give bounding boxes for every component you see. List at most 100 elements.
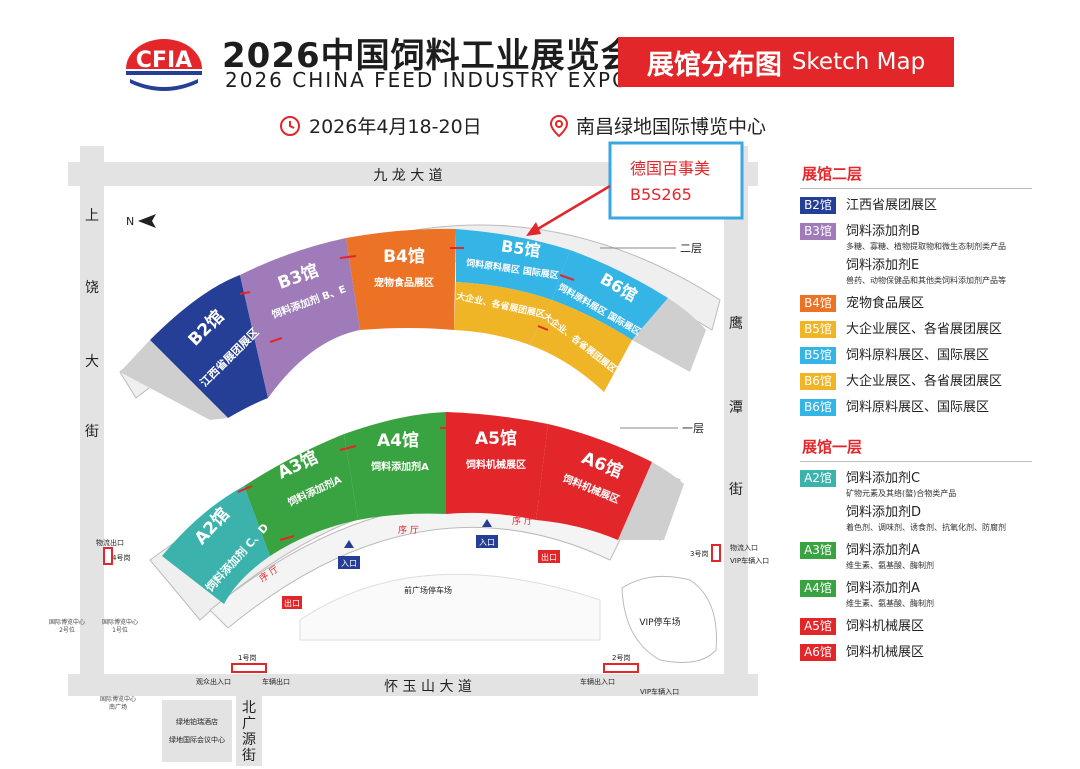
legend-subtext: 兽药、动物保健品和其他类饲料添加剂产品等 [846,276,1006,285]
hall-a6 [536,424,652,540]
hall-a4-area: 饲料添加剂A [370,460,429,473]
legend-text: 饲料添加剂A [846,543,920,558]
legend-tag: B2馆 [800,197,836,214]
road-label-west-1: 上 [85,208,99,224]
road-label-east-1: 鹰 [729,316,743,332]
road-west [80,146,104,686]
hotel-block [162,700,232,762]
legend-subtext: 着色剂、调味剂、诱食剂、抗氧化剂、防腐剂 [846,523,1006,532]
logistics-entry-label: 物流入口 [730,543,758,552]
compass-north-icon: N [126,214,156,228]
corridor-label-3: 序 厅 [512,515,533,527]
expo-a2-label: 2号位 [59,626,75,634]
legend-tag: A3馆 [800,542,836,559]
hall-a5-area: 饲料机械展区 [465,458,526,471]
booth-callout-pointer [535,184,611,232]
expo-title-cn: 2026中国饲料工业展览会 [222,36,636,76]
legend-item: B5馆 大企业展区、各省展团展区 [800,321,1032,338]
road-label-north: 九 龙 大 道 [373,168,442,184]
logistics-exit-label: 物流出口 [96,538,124,547]
vip-parking-label: VIP停车场 [639,616,680,628]
road-label-sw-1: 北 [242,700,256,716]
gate-markers [103,544,721,673]
hall-a4 [344,412,446,520]
legend-tag: B6馆 [800,399,836,416]
legend-text: 饲料添加剂A [846,581,920,596]
hall-b5-lower [454,282,552,345]
south-small-2: 南广场 [109,703,127,711]
legend-item: A5馆 饲料机械展区 [800,618,1032,635]
legend-tag: B5馆 [800,321,836,338]
hall-a5 [446,412,548,520]
legend-item: A2馆 饲料添加剂C 矿物元素及其络(螯)合物类产品 [800,470,1032,499]
legend-text: 饲料机械展区 [846,619,925,634]
road-east [724,146,748,686]
hall-b3 [240,238,360,398]
booth-callout-code: B5S265 [630,185,692,204]
sketch-map-badge: 展馆分布图 Sketch Map [618,37,954,87]
svg-text:入口: 入口 [479,538,495,547]
hall-b4-name: B4馆 [383,246,425,267]
legend-item: B6馆 大企业展区、各省展团展区 [800,373,1032,390]
legend-tag: B6馆 [800,373,836,390]
hall-a5-name: A5馆 [475,428,517,449]
cfia-logo: CFIA [126,39,202,91]
legend-item: A3馆 饲料添加剂A 维生素、氨基酸、酶制剂 [800,542,1032,571]
legend-tag: A6馆 [800,644,836,661]
legend-item: 饲料添加剂D 着色剂、调味剂、诱食剂、抗氧化剂、防腐剂 [846,504,1032,533]
legend-item: A4馆 饲料添加剂A 维生素、氨基酸、酶制剂 [800,580,1032,609]
vehicle-gate-label: 车辆出入口 [580,677,615,686]
venue-map: 九 龙 大 道 怀 玉 山 大 道 上 饶 大 街 鹰 潭 街 北 广 源 街 … [49,141,769,766]
gate4-label: 4号岗 [112,554,130,562]
b-connector-arrows [239,247,575,343]
road-southwest [236,696,262,766]
badge-en: Sketch Map [791,49,926,75]
legend-text: 江西省展团展区 [846,198,938,213]
road-label-sw-2: 广 [242,716,256,732]
legend-text: 饲料添加剂C [846,471,921,486]
legend-item: B5馆 饲料原料展区、国际展区 [800,347,1032,364]
vip-vehicle-in-label: VIP车辆入口 [730,556,769,565]
south-small-1: 国际博览中心 [100,695,136,703]
legend-tag: B5馆 [800,347,836,364]
floor-upper-label: 二层 [680,242,702,255]
hall-a2 [162,486,270,604]
hall-b2 [150,275,268,418]
vip-parking-area [621,575,717,663]
hall-a3 [244,434,358,556]
corridor-label-2: 序 厅 [398,524,419,536]
legend-text: 宠物食品展区 [846,296,925,311]
gate3-label: 3号岗 [690,550,708,558]
hall-b4-area: 宠物食品展区 [374,276,434,289]
clock-icon [280,115,300,136]
hall-b6-upper [552,250,668,340]
legend-subtext: 矿物元素及其络(螯)合物类产品 [846,489,957,498]
a-connector-arrows [237,427,557,541]
booth-callout-company: 德国百事美 [630,159,710,178]
svg-text:出口: 出口 [541,552,557,562]
road-south [68,674,758,696]
expo-title-en: 2026 CHINA FEED INDUSTRY EXPO [225,68,630,92]
road-label-west-3: 大 [85,354,99,370]
legend-text: 饲料添加剂B [846,224,920,239]
legend-tag: A4馆 [800,580,836,597]
legend-item: B6馆 饲料原料展区、国际展区 [800,399,1032,416]
road-label-west-4: 街 [85,424,99,440]
hotel-label-2: 绿地国际会议中心 [169,735,225,744]
visitor-gate-label: 观众出入口 [196,677,231,686]
legend-tag: A2馆 [800,470,836,487]
legend-subtext: 维生素、氨基酸、酶制剂 [846,561,934,570]
venue-info: 南昌绿地国际博览中心 [550,112,766,139]
road-label-west-2: 饶 [85,280,99,296]
entrance-marker-1: 入口 [338,540,360,569]
legend-tag: B4馆 [800,295,836,312]
legend-tag: A5馆 [800,618,836,635]
road-label-sw-3: 源 [242,732,256,748]
road-label-sw-4: 街 [242,748,256,764]
legend-text: 大企业展区、各省展团展区 [846,322,1003,337]
hotel-label-1: 绿地铂瑞酒店 [176,717,218,726]
expo-venue: 南昌绿地国际博览中心 [576,116,767,138]
legend-item: B2馆 江西省展团展区 [800,197,1032,214]
map-legend: 展馆二层 B2馆 江西省展团展区 B3馆 饲料添加剂B 多糖、寡糖、植物提取物和… [800,163,1032,670]
legend-item: B4馆 宠物食品展区 [800,295,1032,312]
